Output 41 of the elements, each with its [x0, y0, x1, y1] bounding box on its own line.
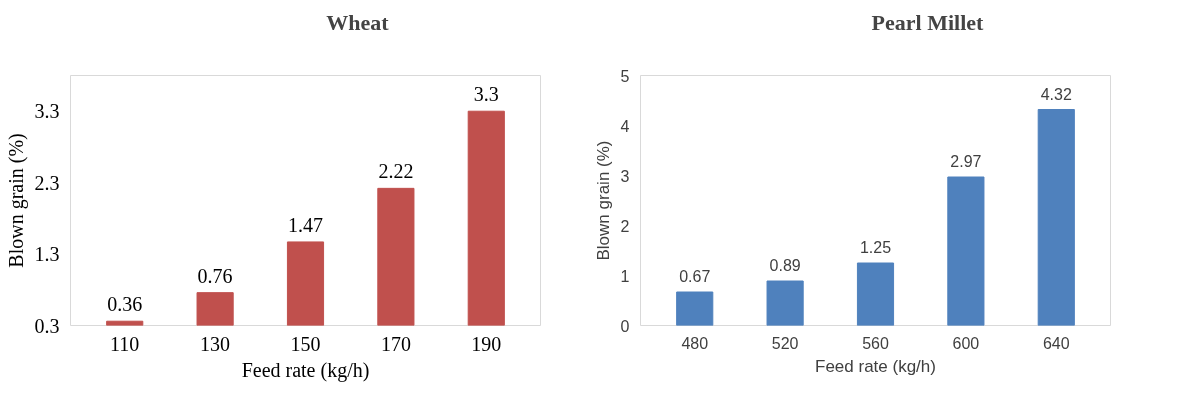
- data-label: 2.97: [950, 153, 982, 170]
- y-axis-title: Blown grain (%): [593, 140, 613, 261]
- y-tick-label: 1.3: [34, 243, 60, 266]
- bar: [947, 176, 985, 326]
- x-tick-label: 150: [290, 332, 321, 355]
- y-tick-label: 4: [620, 117, 630, 135]
- y-tick-label: 3: [620, 167, 630, 185]
- data-label: 0.36: [107, 293, 143, 316]
- x-tick-label: 190: [471, 332, 502, 355]
- x-tick-label: 130: [200, 332, 231, 355]
- y-tick-label: 1: [620, 267, 630, 285]
- x-axis-title: Feed rate (kg/h): [241, 358, 370, 382]
- y-axis-title: Blown grain (%): [4, 133, 28, 268]
- bar: [676, 291, 714, 326]
- y-tick-label: 5: [620, 67, 630, 85]
- x-tick-label: 110: [110, 332, 140, 355]
- text: Pearl Millet: [871, 9, 984, 36]
- data-label: 2.22: [378, 160, 414, 183]
- x-tick-label: 560: [862, 334, 889, 352]
- y-tick-label: 0: [620, 317, 630, 335]
- x-axis-title: Feed rate (kg/h): [815, 356, 936, 376]
- y-tick-label: 2.3: [34, 171, 60, 194]
- data-label: 1.47: [288, 213, 323, 236]
- data-label: 3.3: [473, 83, 499, 106]
- x-tick-label: 640: [1042, 334, 1070, 352]
- x-tick-label: 600: [952, 334, 980, 352]
- x-tick-label: 480: [681, 334, 709, 352]
- bar: [1037, 109, 1075, 326]
- y-tick-label: 2: [620, 217, 630, 235]
- bar: [766, 280, 804, 326]
- data-label: 0.67: [679, 268, 711, 285]
- data-label: 1.25: [859, 239, 892, 256]
- text: Wheat: [326, 9, 389, 36]
- data-label: 0.76: [197, 264, 233, 287]
- data-label: 0.89: [769, 257, 801, 274]
- x-tick-label: 170: [380, 332, 411, 355]
- x-tick-label: 520: [771, 334, 799, 352]
- bar: [856, 262, 895, 326]
- y-tick-label: 0.3: [34, 314, 60, 337]
- data-label: 4.32: [1040, 85, 1072, 103]
- y-tick-label: 3.3: [34, 100, 60, 123]
